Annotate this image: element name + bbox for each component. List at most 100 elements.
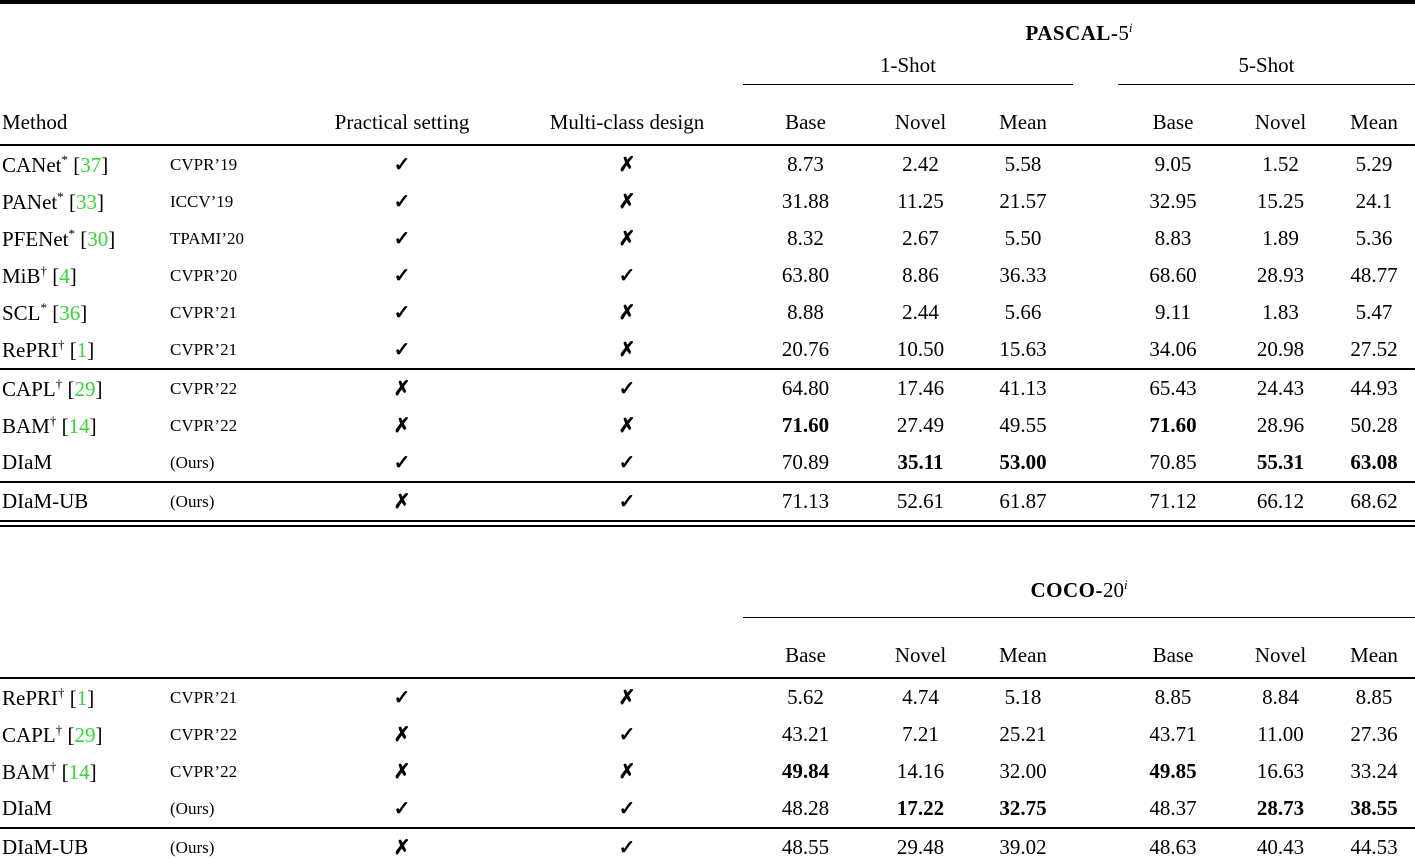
shot-header-row: 1-Shot 5-Shot	[0, 46, 1415, 85]
table-row: CANet* [37] CVPR’19 ✓ ✗ 8.73 2.42 5.58 9.05 1.52…	[0, 145, 1415, 183]
value-cell: 41.13	[973, 368, 1073, 407]
coco-midrule-row	[0, 603, 1415, 618]
citation-ref[interactable]: [1]	[64, 337, 95, 362]
value-cell: 50.28	[1350, 413, 1398, 437]
citation-number[interactable]: 1	[76, 337, 88, 362]
citation-ref[interactable]: [29]	[62, 376, 103, 401]
method-name: BAM	[2, 759, 50, 784]
citation-ref[interactable]: [30]	[75, 226, 116, 251]
value-cell: 20.98	[1256, 337, 1305, 361]
novel-column-header: Novel	[1228, 617, 1333, 679]
table-row: MiB† [4] CVPR’20 ✓ ✓ 63.80 8.86 36.33 68.60 28.9…	[0, 257, 1415, 294]
method-name: PANet	[2, 189, 58, 214]
citation-ref[interactable]: [36]	[47, 300, 88, 325]
citation-number[interactable]: 1	[76, 685, 88, 710]
value-cell: 61.87	[973, 481, 1073, 520]
table-row: CAPL† [29] CVPR’22 ✗ ✓ 43.21 7.21 25.21 43.71 11…	[0, 716, 1415, 753]
practical-setting-column-header: Practical setting	[293, 84, 511, 146]
citation-number[interactable]: 29	[74, 722, 96, 747]
citation-ref[interactable]: [33]	[63, 189, 104, 214]
citation-number[interactable]: 14	[68, 759, 90, 784]
citation-number[interactable]: 14	[68, 413, 90, 438]
venue-label: CVPR’21	[170, 302, 238, 322]
pascal-dataset-title: PASCAL-5i	[743, 4, 1415, 46]
method-name: SCL	[2, 300, 41, 325]
shot-header-1shot: 1-Shot	[743, 46, 1073, 85]
table-row: DIaM-UB (Ours) ✗ ✓ 48.55 29.48 39.02 48.63 40.43…	[0, 827, 1415, 859]
value-cell: 11.25	[897, 189, 944, 213]
method-superscript: †	[40, 262, 48, 278]
method-superscript: †	[58, 684, 65, 700]
table-row: SCL* [36] CVPR’21 ✓ ✗ 8.88 2.44 5.66 9.11 1.83 5.…	[0, 294, 1415, 331]
value-cell: 53.00	[999, 450, 1047, 474]
spacer	[1073, 407, 1118, 444]
practical-check-icon: ✓	[393, 339, 411, 361]
value-cell: 14.16	[896, 759, 945, 783]
value-cell: 55.31	[1256, 450, 1305, 474]
citation-number[interactable]: 37	[80, 152, 102, 177]
value-cell: 63.80	[781, 263, 830, 287]
method-superscript: †	[49, 758, 57, 774]
novel-column-header: Novel	[868, 84, 973, 146]
pascal-table: PASCAL-5i 1-Shot 5-Shot Method Practical…	[0, 4, 1415, 520]
value-cell: 9.11	[1155, 300, 1191, 324]
citation-ref[interactable]: [1]	[64, 685, 95, 710]
multiclass-cross-icon: ✗	[618, 761, 636, 783]
table-row: DIaM (Ours) ✓ ✓ 48.28 17.22 32.75 48.37 28.73 38.…	[0, 790, 1415, 828]
value-cell: 48.37	[1149, 796, 1197, 820]
value-cell: 9.05	[1154, 152, 1192, 176]
coco-column-header-row: Base Novel Mean Base Novel Mean	[0, 617, 1415, 679]
method-name: DIaM	[2, 796, 53, 820]
method-superscript: *	[68, 225, 76, 241]
method-cell: RePRI† [1]	[0, 331, 170, 369]
value-cell: 8.85	[1355, 685, 1393, 709]
table-bottom-double-rule	[0, 520, 1415, 527]
value-cell: 34.06	[1149, 337, 1197, 361]
method-name: DIaM-UB	[2, 489, 89, 513]
spacer	[1073, 46, 1118, 85]
multiclass-cross-icon: ✗	[618, 687, 636, 709]
method-cell: DIaM	[0, 790, 170, 828]
citation-ref[interactable]: [14]	[56, 759, 97, 784]
value-cell: 5.50	[1004, 226, 1042, 250]
value-cell: 8.84	[1262, 685, 1299, 709]
coco-table: COCO-20i Base Novel Mean Base Novel Mean…	[0, 561, 1415, 859]
value-cell: 31.88	[781, 189, 830, 213]
venue-label: (Ours)	[170, 452, 215, 472]
citation-number[interactable]: 4	[59, 263, 70, 288]
value-cell: 4.74	[902, 685, 939, 709]
table-row: RePRI† [1] CVPR’21 ✓ ✗ 20.76 10.50 15.63 34.06 2…	[0, 331, 1415, 369]
method-name: MiB	[2, 263, 41, 288]
value-cell: 5.18	[1004, 685, 1042, 709]
novel-column-header: Novel	[1228, 84, 1333, 146]
method-cell: BAM† [14]	[0, 407, 170, 444]
citation-ref[interactable]: [4]	[47, 263, 77, 288]
multiclass-cross-icon: ✗	[618, 191, 636, 213]
multiclass-check-icon: ✓	[618, 265, 636, 287]
citation-number[interactable]: 30	[87, 226, 109, 251]
value-cell: 1.83	[1262, 300, 1299, 324]
multiclass-cross-icon: ✗	[618, 415, 636, 437]
value-cell: 17.22	[896, 796, 945, 820]
empty-cell	[511, 617, 743, 679]
multiclass-cross-icon: ✗	[618, 339, 636, 361]
multiclass-check-icon: ✓	[618, 724, 636, 746]
empty-cell	[293, 617, 511, 679]
citation-ref[interactable]: [29]	[62, 722, 103, 747]
practical-check-icon: ✓	[393, 452, 411, 474]
citation-ref[interactable]: [14]	[56, 413, 97, 438]
mean-column-header: Mean	[973, 617, 1073, 679]
citation-ref[interactable]: [37]	[68, 152, 109, 177]
citation-number[interactable]: 29	[74, 376, 96, 401]
value-cell: 17.46	[868, 368, 973, 407]
practical-cross-icon: ✗	[293, 368, 511, 407]
practical-check-icon: ✓	[393, 302, 411, 324]
citation-number[interactable]: 33	[76, 189, 97, 214]
dataset-superscript: i	[1128, 20, 1133, 35]
citation-number[interactable]: 36	[59, 300, 81, 325]
value-cell: 24.1	[1355, 189, 1393, 213]
spacer	[1073, 220, 1118, 257]
value-cell: 8.32	[787, 226, 824, 250]
value-cell: 8.83	[1154, 226, 1192, 250]
